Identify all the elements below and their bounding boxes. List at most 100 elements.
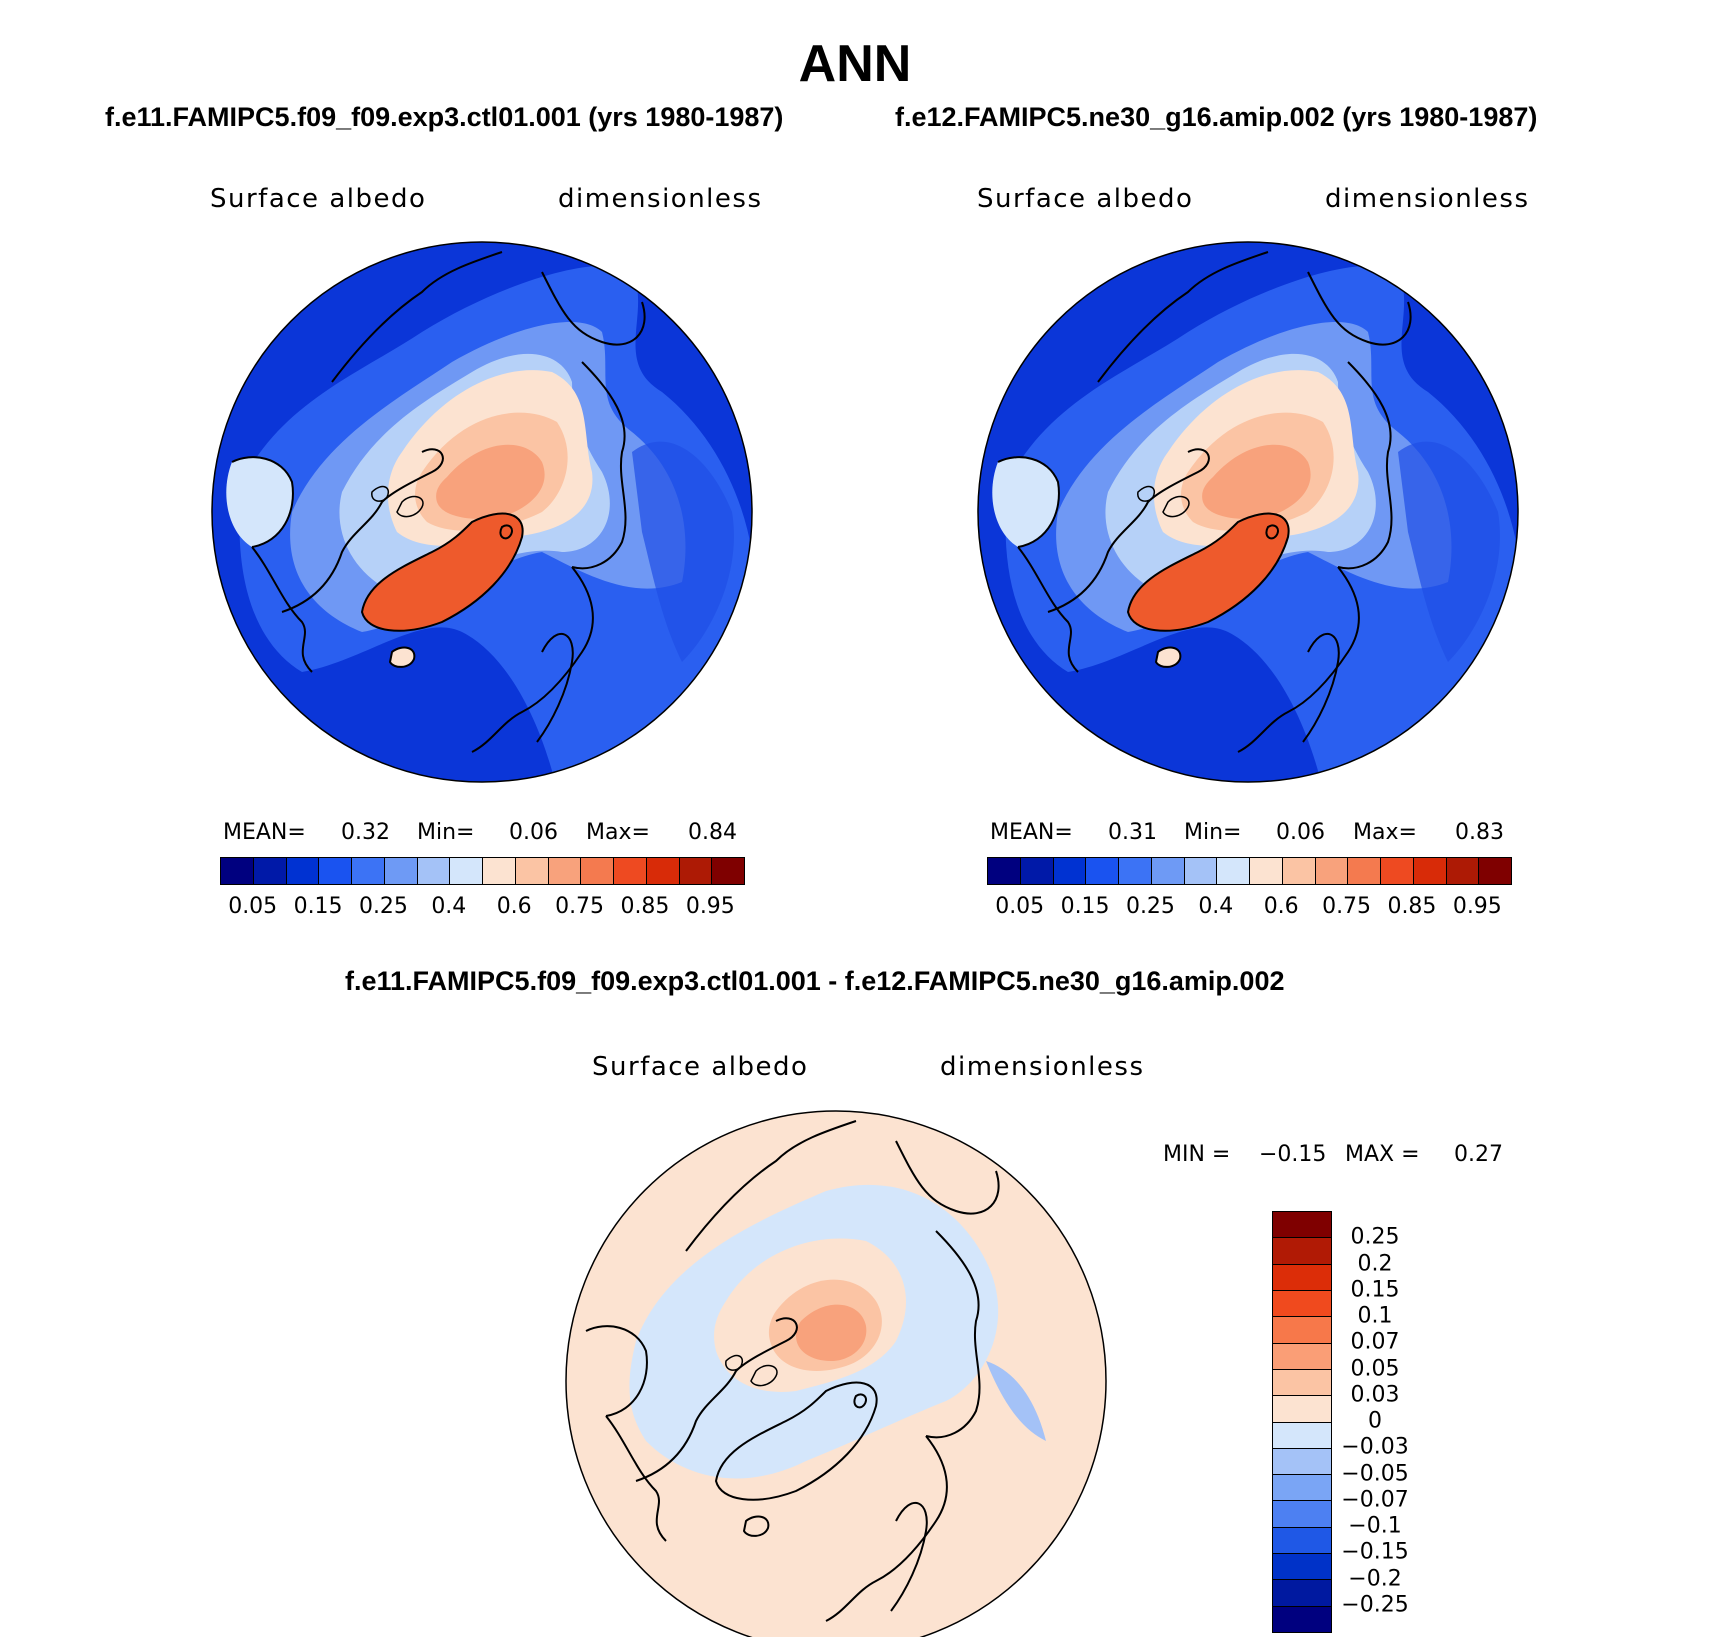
panel-2-mean-value: 0.31 <box>1108 820 1157 845</box>
panel-1-mean-value: 0.32 <box>341 820 390 845</box>
panel-1-stats: MEAN= 0.32 Min= 0.06 Max= 0.84 <box>223 820 743 848</box>
diff-colorbar-box <box>1273 1580 1331 1607</box>
diff-colorbar-box <box>1273 1238 1331 1265</box>
diff-colorbar-tick-label: −0.25 <box>1341 1592 1409 1618</box>
panel-2-colorbar-box <box>1446 858 1480 884</box>
panel-2-colorbar-box <box>1282 858 1316 884</box>
panel-1-mean-label: MEAN= <box>223 820 306 845</box>
diff-colorbar-tick-label: 0.2 <box>1357 1251 1393 1276</box>
panel-2-colorbar-box <box>1020 858 1054 884</box>
panel-1-colorbar-box <box>286 858 320 884</box>
diff-colorbar-tick-label: 0.03 <box>1350 1382 1400 1408</box>
panel-1-colorbar-box <box>679 858 713 884</box>
diff-colorbar-box <box>1273 1448 1331 1476</box>
diff-colorbar <box>1272 1211 1332 1633</box>
figure-title: ANN <box>798 35 912 93</box>
panel-1-colorbar-box <box>253 858 287 884</box>
panel-1-variable-label: Surface albedo <box>210 184 427 214</box>
diff-colorbar-box <box>1273 1422 1331 1449</box>
panel-1-colorbar-box <box>450 858 483 884</box>
panel-2-case-title: f.e12.FAMIPC5.ne30_g16.amip.002 (yrs 198… <box>895 102 1538 132</box>
panel-1-colorbar-box <box>319 858 352 884</box>
diff-map-border <box>565 1110 1107 1637</box>
panel-2-colorbar-box <box>1184 858 1218 884</box>
diff-min-label: MIN = <box>1163 1142 1231 1167</box>
panel-1-colorbar <box>220 857 745 885</box>
diff-colorbar-tick-label: −0.15 <box>1341 1539 1409 1565</box>
panel-1-colorbar-tick-label: 0.25 <box>358 894 408 919</box>
panel-1-colorbar-box <box>483 858 516 884</box>
panel-1-colorbar-tick-label: 0.6 <box>496 894 532 919</box>
panel-1-map-border <box>211 241 753 783</box>
panel-2-mean-label: MEAN= <box>990 820 1073 845</box>
diff-colorbar-tick-label: 0.15 <box>1350 1277 1400 1303</box>
panel-2-colorbar-tick-label: 0.05 <box>995 894 1045 919</box>
diff-colorbar-box <box>1273 1527 1331 1555</box>
panel-2-colorbar-box <box>1053 858 1087 884</box>
panel-1-colorbar-ticks: 0.05 0.15 0.25 0.4 0.6 0.75 0.85 0.95 <box>220 894 743 922</box>
panel-2-colorbar-box <box>988 858 1021 884</box>
panel-2-max-label: Max= <box>1353 820 1417 845</box>
diff-colorbar-box <box>1273 1606 1331 1632</box>
panel-2-colorbar-box <box>1119 858 1152 884</box>
diff-colorbar-tick-label: −0.07 <box>1341 1487 1409 1513</box>
panel-1-colorbar-box <box>221 858 254 884</box>
panel-2-colorbar-box <box>1250 858 1283 884</box>
panel-2-colorbar-box <box>1086 858 1119 884</box>
diff-colorbar-box <box>1273 1475 1331 1502</box>
panel-2-min-label: Min= <box>1184 820 1242 845</box>
diff-units-label: dimensionless <box>940 1052 1145 1082</box>
panel-1-min-label: Min= <box>417 820 475 845</box>
panel-1-min-value: 0.06 <box>509 820 558 845</box>
panel-1-colorbar-box <box>384 858 418 884</box>
panel-2-colorbar-box <box>1413 858 1447 884</box>
panel-2-colorbar-box <box>1381 858 1414 884</box>
panel-2-colorbar-box <box>1479 858 1511 884</box>
diff-stats: MIN = −0.15 MAX = 0.27 <box>1163 1142 1513 1170</box>
diff-colorbar-box <box>1273 1212 1331 1239</box>
panel-1-colorbar-tick-label: 0.75 <box>555 894 605 919</box>
diff-min-value: −0.15 <box>1259 1142 1327 1167</box>
panel-1-colorbar-box <box>581 858 614 884</box>
diff-colorbar-ticks: 0.25 0.2 0.15 0.1 0.07 0.05 0.03 0 −0.03 −0.05 −0.… <box>1330 1211 1420 1631</box>
panel-1-colorbar-box <box>417 858 451 884</box>
panel-1-colorbar-tick-label: 0.4 <box>431 894 467 919</box>
diff-colorbar-tick-label: 0 <box>1368 1408 1382 1434</box>
panel-1-max-label: Max= <box>586 820 650 845</box>
diff-colorbar-box <box>1273 1501 1331 1528</box>
panel-1-units-label: dimensionless <box>558 184 763 214</box>
diff-max-value: 0.27 <box>1454 1142 1503 1167</box>
diff-max-label: MAX = <box>1345 1142 1420 1167</box>
panel-2-colorbar-box <box>1217 858 1250 884</box>
diff-variable-label: Surface albedo <box>592 1052 809 1082</box>
panel-2-colorbar <box>987 857 1512 885</box>
panel-2-colorbar-box <box>1315 858 1349 884</box>
panel-2-colorbar-tick-label: 0.25 <box>1125 894 1175 919</box>
diff-colorbar-tick-label: −0.05 <box>1341 1461 1409 1486</box>
panel-1-colorbar-tick-label: 0.85 <box>620 894 670 919</box>
panel-2-stats: MEAN= 0.31 Min= 0.06 Max= 0.83 <box>990 820 1510 848</box>
panel-2-colorbar-tick-label: 0.85 <box>1387 894 1437 919</box>
diff-colorbar-box <box>1273 1343 1331 1370</box>
panel-1-colorbar-box <box>646 858 680 884</box>
panel-1-colorbar-tick-label: 0.15 <box>293 894 343 919</box>
panel-1-colorbar-tick-label: 0.05 <box>228 894 278 919</box>
diff-colorbar-box <box>1273 1264 1331 1291</box>
diff-colorbar-box <box>1273 1290 1331 1318</box>
panel-2-units-label: dimensionless <box>1325 184 1530 214</box>
panel-1-colorbar-box <box>712 858 744 884</box>
diff-colorbar-tick-label: 0.05 <box>1350 1356 1400 1381</box>
diff-colorbar-tick-label: −0.2 <box>1348 1566 1402 1591</box>
diff-colorbar-tick-label: 0.07 <box>1350 1329 1400 1355</box>
panel-1-max-value: 0.84 <box>688 820 737 845</box>
diff-colorbar-tick-label: −0.1 <box>1348 1513 1402 1539</box>
panel-2-colorbar-ticks: 0.05 0.15 0.25 0.4 0.6 0.75 0.85 0.95 <box>987 894 1510 922</box>
panel-2-colorbar-tick-label: 0.6 <box>1263 894 1299 919</box>
panel-2-colorbar-tick-label: 0.4 <box>1198 894 1234 919</box>
panel-2-colorbar-box <box>1151 858 1185 884</box>
panel-1-case-title: f.e11.FAMIPC5.f09_f09.exp3.ctl01.001 (yr… <box>105 102 784 132</box>
diff-title: f.e11.FAMIPC5.f09_f09.exp3.ctl01.001 - f… <box>345 966 1285 996</box>
panel-1-colorbar-box <box>548 858 582 884</box>
diff-colorbar-tick-label: 0.25 <box>1350 1224 1400 1250</box>
